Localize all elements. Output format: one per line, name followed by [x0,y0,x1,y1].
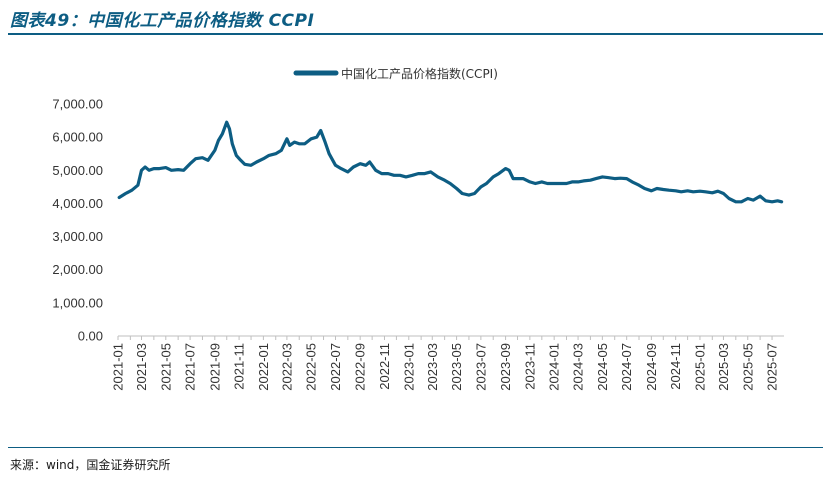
y-tick-label: 5,000.00 [52,163,103,178]
footer-divider [8,447,823,448]
x-tick-label: 2022-05 [304,343,319,391]
ccpi-series-line [117,120,784,204]
x-tick-label: 2024-09 [644,343,659,391]
x-tick-label: 2023-09 [498,343,513,391]
y-tick-label: 2,000.00 [52,262,103,277]
x-tick-label: 2022-01 [256,343,271,391]
y-tick-label: 3,000.00 [52,229,103,244]
x-tick-label: 2021-05 [158,343,173,391]
x-tick-label: 2022-09 [353,343,368,391]
y-tick-label: 4,000.00 [52,196,103,211]
source-note: 来源：wind，国金证券研究所 [10,458,171,472]
title-divider [8,33,823,35]
x-tick-label: 2024-03 [571,343,586,391]
x-tick-label: 2023-11 [522,343,537,390]
x-tick-label: 2022-03 [279,343,294,391]
x-tick-label: 2022-07 [328,343,343,391]
figure-title: 图表49：中国化工产品价格指数 CCPI [10,11,315,31]
x-tick-label: 2024-05 [595,343,610,391]
x-tick-label: 2021-01 [111,343,126,391]
x-tick-label: 2023-01 [401,343,416,391]
x-tick-label: 2024-11 [668,343,683,390]
x-tick-label: 2023-05 [449,343,464,391]
chart-legend: 中国化工产品价格指数(CCPI) [293,66,498,81]
x-tick-label: 2021-07 [183,343,198,391]
x-tick-label: 2024-07 [619,343,634,391]
y-tick-label: 0.00 [78,329,103,344]
x-tick-label: 2025-03 [716,343,731,391]
x-tick-label: 2023-03 [425,343,440,391]
y-axis: 0.00 1,000.00 2,000.00 3,000.00 4,000.00 5,00… [52,97,103,344]
x-axis: 2021-01 2021-03 2021-05 2021-07 2021-09 2021-… [111,335,784,391]
x-tick-label: 2023-07 [473,343,488,391]
x-tick-label: 2021-11 [232,343,247,390]
y-tick-label: 7,000.00 [52,97,103,112]
y-tick-label: 6,000.00 [52,130,103,145]
x-tick-label: 2021-09 [207,343,222,391]
x-tick-label: 2022-11 [377,343,392,390]
x-tick-label: 2025-01 [692,343,707,391]
x-tick-label: 2024-01 [547,343,562,391]
y-tick-label: 1,000.00 [52,295,103,310]
x-tick-label: 2025-07 [765,343,780,391]
x-tick-label: 2021-03 [134,343,149,391]
x-tick-label: 2025-05 [740,343,755,391]
legend-label: 中国化工产品价格指数(CCPI) [341,66,498,81]
